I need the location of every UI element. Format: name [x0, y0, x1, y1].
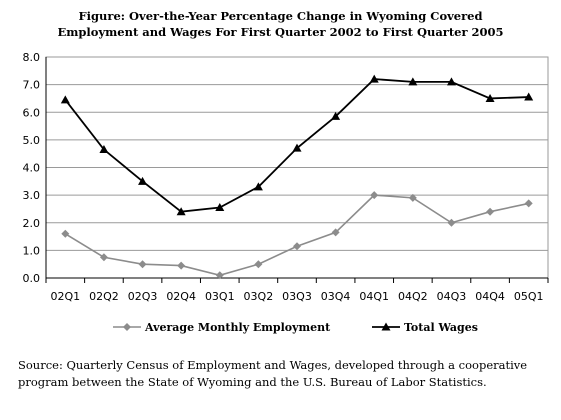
legend-label: Total Wages	[404, 321, 478, 334]
x-tick-label: 05Q1	[514, 290, 544, 303]
y-tick-label: 3.0	[23, 189, 41, 202]
data-point-diamond	[215, 271, 224, 280]
data-point-triangle	[331, 111, 341, 120]
y-tick-label: 0.0	[23, 272, 41, 285]
y-tick-label: 8.0	[23, 51, 41, 64]
data-point-triangle	[408, 77, 418, 86]
x-tick-label: 02Q2	[89, 290, 119, 303]
data-point-diamond	[524, 199, 533, 208]
data-point-diamond	[486, 207, 495, 216]
chart-title-line-1: Figure: Over-the-Year Percentage Change …	[78, 9, 483, 23]
data-point-diamond	[177, 261, 186, 270]
legend-label: Average Monthly Employment	[144, 321, 331, 334]
data-point-diamond	[254, 260, 263, 269]
data-point-diamond	[99, 253, 108, 262]
data-point-diamond	[447, 218, 456, 227]
x-tick-label: 02Q4	[166, 290, 196, 303]
data-point-triangle	[138, 176, 148, 185]
x-tick-label: 03Q4	[321, 290, 351, 303]
data-point-triangle	[99, 145, 109, 154]
chart-title-line-2: Employment and Wages For First Quarter 2…	[57, 25, 504, 39]
x-tick-label: 03Q3	[282, 290, 312, 303]
x-tick-label: 03Q2	[244, 290, 274, 303]
x-tick-label: 02Q3	[128, 290, 158, 303]
data-point-triangle	[292, 143, 302, 152]
data-point-triangle	[485, 93, 495, 102]
y-tick-label: 2.0	[23, 217, 41, 230]
data-point-diamond	[123, 323, 131, 331]
source-note: Source: Quarterly Census of Employment a…	[18, 358, 528, 389]
data-point-diamond	[370, 191, 379, 200]
x-tick-label: 04Q1	[359, 290, 389, 303]
x-tick-label: 04Q3	[437, 290, 467, 303]
data-point-triangle	[215, 203, 225, 212]
data-point-triangle	[253, 182, 263, 191]
x-tick-label: 03Q1	[205, 290, 235, 303]
line-chart: 0.0 1.0 2.0 3.0 4.0 5.0 6.0 7.0 8.0 02Q1 02Q2 02Q3 0…	[23, 51, 549, 334]
y-tick-label: 7.0	[23, 79, 41, 92]
data-point-diamond	[331, 228, 340, 237]
data-point-triangle	[524, 92, 534, 101]
data-point-triangle	[369, 74, 379, 83]
y-tick-label: 4.0	[23, 162, 41, 175]
data-point-diamond	[408, 193, 417, 202]
y-tick-label: 1.0	[23, 244, 41, 257]
data-point-triangle	[381, 322, 391, 331]
data-point-diamond	[293, 242, 301, 251]
data-point-triangle	[60, 95, 70, 104]
y-tick-label: 6.0	[23, 106, 41, 119]
x-tick-label: 04Q2	[398, 290, 428, 303]
y-tick-label: 5.0	[23, 134, 41, 147]
chart-title: Figure: Over-the-Year Percentage Change …	[0, 8, 561, 40]
x-tick-label: 02Q1	[50, 290, 80, 303]
x-tick-label: 04Q4	[475, 290, 505, 303]
data-point-diamond	[138, 260, 147, 269]
data-point-triangle	[446, 77, 456, 86]
data-point-diamond	[61, 229, 70, 238]
data-point-triangle	[176, 207, 186, 216]
series-line	[64, 194, 529, 277]
